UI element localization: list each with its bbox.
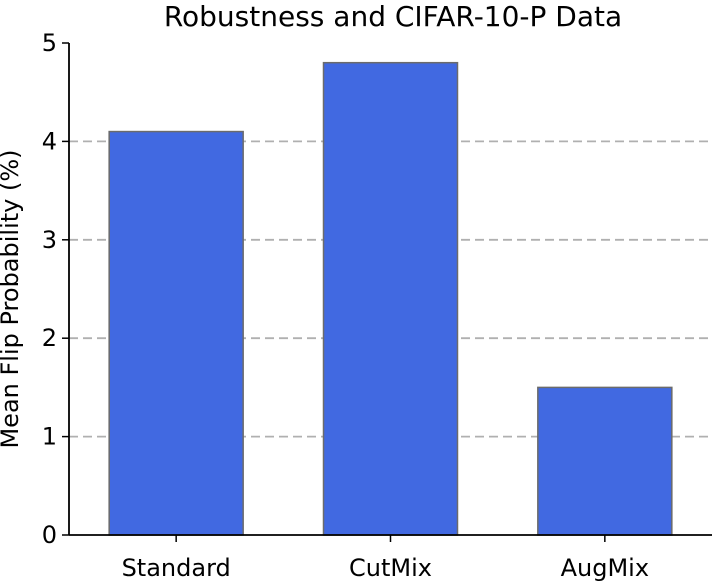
y-ticks: 0 1 2 3 4 5 <box>42 29 69 549</box>
y-tick-label-0: 0 <box>42 521 57 549</box>
x-tick-label-cutmix: CutMix <box>349 554 432 582</box>
y-tick-label-4: 4 <box>42 127 57 155</box>
x-ticks: Standard CutMix AugMix <box>122 535 649 582</box>
bar-standard <box>108 130 244 536</box>
bars <box>108 61 673 536</box>
chart-title: Robustness and CIFAR-10-P Data <box>164 0 622 33</box>
y-tick-label-2: 2 <box>42 324 57 352</box>
bar-cutmix <box>322 61 459 536</box>
x-tick-label-standard: Standard <box>122 554 231 582</box>
y-tick-label-3: 3 <box>42 226 57 254</box>
y-tick-label-5: 5 <box>42 29 57 57</box>
y-axis-label: Mean Flip Probability (%) <box>0 149 24 448</box>
bar-augmix <box>537 386 673 536</box>
y-tick-label-1: 1 <box>42 423 57 451</box>
x-tick-label-augmix: AugMix <box>561 554 649 582</box>
